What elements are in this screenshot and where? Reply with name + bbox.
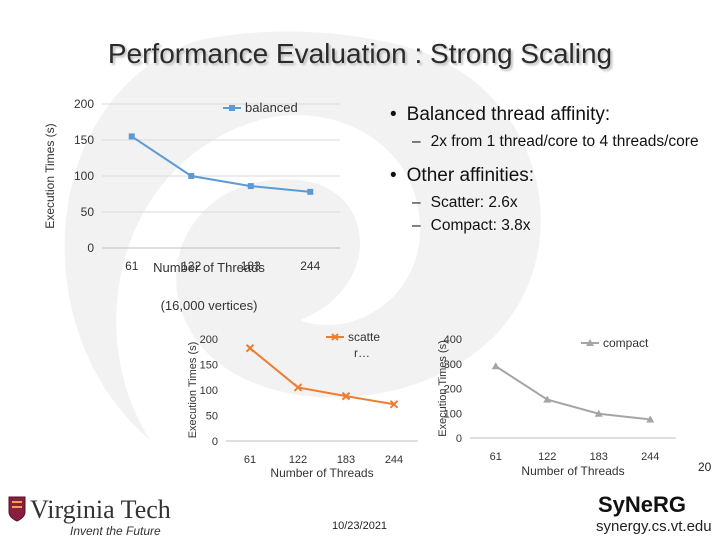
- x-tick-label: 183: [337, 454, 355, 466]
- series-line-balanced: [131, 135, 311, 193]
- footer-url: synergy.cs.vt.edu: [596, 518, 712, 535]
- y-tick-label: 0: [212, 436, 218, 448]
- data-point: [594, 409, 603, 417]
- series-line-scatte: [249, 347, 395, 406]
- series-line-compact: [495, 365, 651, 421]
- vt-shield-icon: [8, 496, 26, 522]
- balanced-chart: 0 50 100 150 200 61 122 183 244 Execution Times (…: [40, 92, 340, 324]
- legend-marker: [229, 105, 235, 111]
- x-tick-label: 61: [490, 451, 502, 463]
- x-tick-label: 183: [590, 451, 608, 463]
- x-tick-label: 244: [300, 259, 320, 273]
- dash: –: [412, 217, 421, 234]
- bullet-group-balanced: • Balanced thread affinity: –2x from 1 th…: [390, 104, 710, 151]
- y-tick-label: 150: [200, 360, 218, 372]
- x-tick-label: 122: [289, 454, 307, 466]
- data-point: [543, 395, 552, 403]
- x-axis-sublabel: (16,000 vertices): [161, 298, 258, 313]
- x-tick-label: 61: [244, 454, 256, 466]
- dash: –: [412, 133, 421, 150]
- x-axis-label: Number of Threads: [521, 464, 624, 478]
- x-tick-label: 244: [641, 451, 659, 463]
- legend-label: balanced: [245, 100, 298, 115]
- bullet-dot: •: [390, 104, 397, 125]
- data-point: [128, 133, 135, 140]
- x-tick-label: 122: [538, 451, 556, 463]
- y-tick-label: 100: [444, 408, 462, 420]
- y-axis-label: Execution Times (s): [437, 340, 449, 437]
- legend-label-cont: r…: [354, 346, 370, 360]
- y-axis-label: Execution Times (s): [43, 123, 57, 228]
- compact-chart: 0 100 200 300 400 61 122 183 244 Execution Times …: [437, 325, 688, 485]
- scatter-chart: 0 50 100 150 200 61 122 183 244 Execution Times (…: [187, 325, 428, 485]
- y-tick-label: 200: [200, 334, 218, 346]
- bullet-text: Other affinities:: [406, 165, 535, 186]
- data-point: [247, 183, 254, 190]
- data-point: [293, 383, 303, 392]
- legend-label: compact: [603, 336, 649, 350]
- x-tick-label: 244: [385, 454, 403, 466]
- sub-bullet-text: 2x from 1 thread/core to 4 threads/core: [430, 133, 699, 150]
- data-point: [491, 362, 500, 370]
- y-tick-label: 200: [74, 97, 94, 111]
- x-tick-label: 61: [125, 259, 139, 273]
- sub-bullet-text: Scatter: 2.6x: [430, 194, 518, 211]
- bullet-text: Balanced thread affinity:: [406, 104, 611, 125]
- bullet-group-other: • Other affinities: – Scatter: 2.6x – Compa…: [390, 165, 710, 235]
- page-number: 20: [698, 460, 712, 474]
- legend-marker: [331, 333, 339, 341]
- y-tick-label: 50: [81, 205, 95, 219]
- y-tick-label: 150: [74, 133, 94, 147]
- y-tick-label: 400: [444, 334, 462, 346]
- x-tick-label: 183: [241, 259, 261, 273]
- y-tick-label: 300: [444, 359, 462, 371]
- x-axis-label: Number of Threads: [153, 260, 265, 275]
- university-tagline: Invent the Future: [70, 524, 161, 538]
- sub-bullet-text: Compact: 3.8x: [430, 217, 531, 234]
- dash: –: [412, 194, 421, 211]
- y-tick-label: 0: [456, 433, 462, 445]
- data-point: [646, 415, 655, 423]
- y-tick-label: 50: [206, 411, 218, 423]
- data-point: [245, 343, 255, 353]
- data-point: [188, 173, 195, 179]
- y-tick-label: 0: [87, 241, 94, 255]
- data-point: [341, 391, 351, 401]
- synergy-logo: SyNeRG: [598, 492, 687, 517]
- bullet-dot: •: [390, 165, 397, 186]
- x-tick-label: 122: [181, 259, 201, 273]
- legend-label: scatte: [348, 330, 380, 344]
- data-point: [307, 188, 314, 195]
- slide-date: 10/23/2021: [332, 520, 388, 532]
- slide-title: Performance Evaluation : Strong Scaling: [107, 38, 613, 69]
- legend-marker: [586, 339, 594, 346]
- university-name: Virginia Tech: [30, 495, 171, 524]
- bullet-list: • Balanced thread affinity: –2x from 1 th…: [390, 104, 710, 249]
- y-tick-label: 100: [74, 169, 94, 183]
- data-point: [389, 400, 399, 409]
- y-tick-label: 200: [444, 384, 462, 396]
- x-axis-label: Number of Threads: [270, 466, 373, 480]
- y-axis-label: Execution Times (s): [187, 342, 199, 439]
- y-tick-label: 100: [200, 385, 218, 397]
